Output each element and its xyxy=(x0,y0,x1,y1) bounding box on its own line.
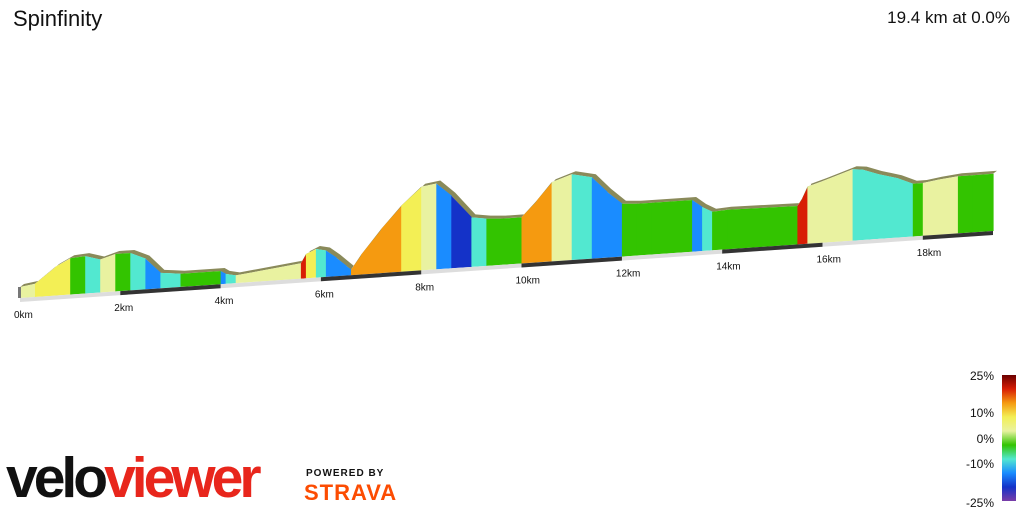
axis-band xyxy=(521,256,622,268)
veloviewer-logo[interactable]: veloviewer POWERED BY STRAVA xyxy=(6,448,426,508)
legend-tick-10: 10% xyxy=(969,406,994,420)
profile-segment xyxy=(702,207,713,251)
profile-segment xyxy=(822,173,844,243)
profile-segment xyxy=(712,209,728,251)
axis-band xyxy=(922,231,993,240)
profile-segment xyxy=(300,254,307,279)
profile-segment xyxy=(636,202,653,256)
profile-segment xyxy=(100,254,116,293)
profile-segment xyxy=(852,169,864,241)
profile-segment xyxy=(180,272,202,287)
profile-segment xyxy=(200,271,222,286)
profile-segment xyxy=(486,218,503,266)
profile-segment xyxy=(381,205,402,274)
profile-segment xyxy=(692,200,703,252)
legend-tick-neg10: -10% xyxy=(965,457,994,471)
profile-segment xyxy=(672,200,693,254)
profile-segment xyxy=(70,256,86,295)
profile-segment xyxy=(621,203,638,257)
profile-segment xyxy=(421,183,437,271)
profile-segment xyxy=(471,217,487,267)
axis-tick-label: 2km xyxy=(114,303,133,314)
axis-tick-label: 6km xyxy=(315,289,334,300)
profile-segment xyxy=(225,273,237,284)
powered-by-label: POWERED BY xyxy=(306,468,385,479)
axis-tick-label: 8km xyxy=(415,282,434,293)
axis-band xyxy=(320,270,422,282)
axis-tick-label: 4km xyxy=(215,296,234,307)
profile-segment xyxy=(361,229,382,275)
profile-segment xyxy=(536,182,553,263)
axis-tick-label: 14km xyxy=(716,262,740,273)
profile-segment xyxy=(325,250,337,277)
profile-segment xyxy=(235,263,302,284)
profile-segment xyxy=(897,178,914,238)
axis-band xyxy=(120,284,221,296)
profile-segment xyxy=(591,177,608,259)
legend-tick-25: 25% xyxy=(969,369,994,383)
profile-segment xyxy=(85,256,101,294)
profile-segment xyxy=(170,273,182,288)
strava-logo[interactable]: STRAVA xyxy=(304,480,398,505)
axis-tick-label: 10km xyxy=(516,276,540,287)
grade-color-scale xyxy=(1002,375,1016,501)
logo-viewer: viewer xyxy=(104,446,261,510)
profile-segment xyxy=(436,183,452,270)
profile-segment xyxy=(451,195,472,269)
route-summary: 19.4 km at 0.0% xyxy=(887,8,1010,27)
profile-segment xyxy=(606,191,623,258)
profile-segment xyxy=(55,258,71,296)
profile-segment xyxy=(807,181,824,244)
profile-segment xyxy=(551,174,573,262)
legend-tick-0: 0% xyxy=(976,432,994,446)
logo-velo: velo xyxy=(6,446,108,510)
axis-tick-label: 16km xyxy=(817,255,841,266)
route-title: Spinfinity xyxy=(13,6,103,31)
profile-segment xyxy=(35,267,56,297)
profile-segment xyxy=(937,176,959,235)
axis-tick-label: 12km xyxy=(616,269,640,280)
profile-segment xyxy=(972,173,994,233)
profile-segment xyxy=(802,186,808,245)
profile-segment xyxy=(957,175,974,234)
axis-tick-label: 18km xyxy=(917,248,941,259)
profile-segment xyxy=(877,174,899,239)
profile-segment xyxy=(351,254,362,276)
legend-tick-neg25: -25% xyxy=(965,496,994,510)
profile-segment xyxy=(797,197,803,245)
profile-segment xyxy=(912,183,924,237)
profile-segment xyxy=(521,200,538,264)
profile-segment xyxy=(315,249,327,278)
profile-segment xyxy=(651,201,673,255)
grade-legend: 25% 10% 0% -10% -25% xyxy=(940,366,1024,512)
profile-segment xyxy=(842,169,854,242)
profile-segment xyxy=(922,179,939,236)
profile-segment xyxy=(862,169,879,240)
profile-segment xyxy=(346,265,352,276)
profile-start-wall xyxy=(18,287,21,298)
profile-segment xyxy=(115,253,131,292)
profile-segment xyxy=(130,253,146,291)
profile-top-surface xyxy=(20,166,997,287)
profile-segment xyxy=(501,217,523,265)
axis-band xyxy=(722,242,823,254)
profile-segment xyxy=(401,186,422,272)
profile-segment xyxy=(160,272,172,289)
profile-segment xyxy=(220,271,227,285)
profile-segment xyxy=(20,283,36,298)
profile-segment xyxy=(305,249,317,279)
profile-segment xyxy=(145,258,161,290)
profile-segment xyxy=(336,257,347,277)
axis-tick-label: 0km xyxy=(14,310,33,321)
profile-segment xyxy=(727,206,798,250)
profile-segment xyxy=(571,174,593,260)
